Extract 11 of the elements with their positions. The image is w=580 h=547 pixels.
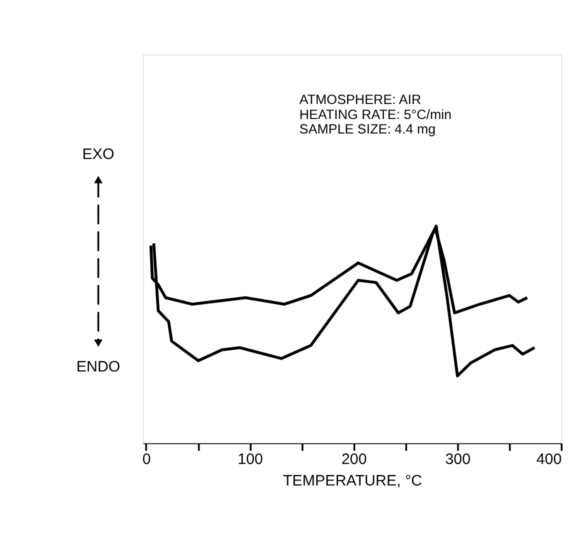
- text: ATMOSPHERE: AIR: [299, 92, 422, 107]
- x-axis-title: TEMPERATURE, °C: [282, 472, 422, 490]
- text: ENDO: [76, 358, 120, 376]
- x-tick-label: 0: [142, 451, 151, 468]
- x-tick-label: 300: [445, 451, 471, 468]
- x-tick-label: 400: [536, 451, 562, 468]
- x-tick-label: 100: [238, 451, 264, 468]
- text: EXO: [82, 146, 115, 164]
- text: SAMPLE SIZE: 4.4 mg: [299, 122, 436, 137]
- text: HEATING RATE: 5°C/min: [299, 106, 452, 122]
- x-tick-label: 200: [341, 451, 367, 468]
